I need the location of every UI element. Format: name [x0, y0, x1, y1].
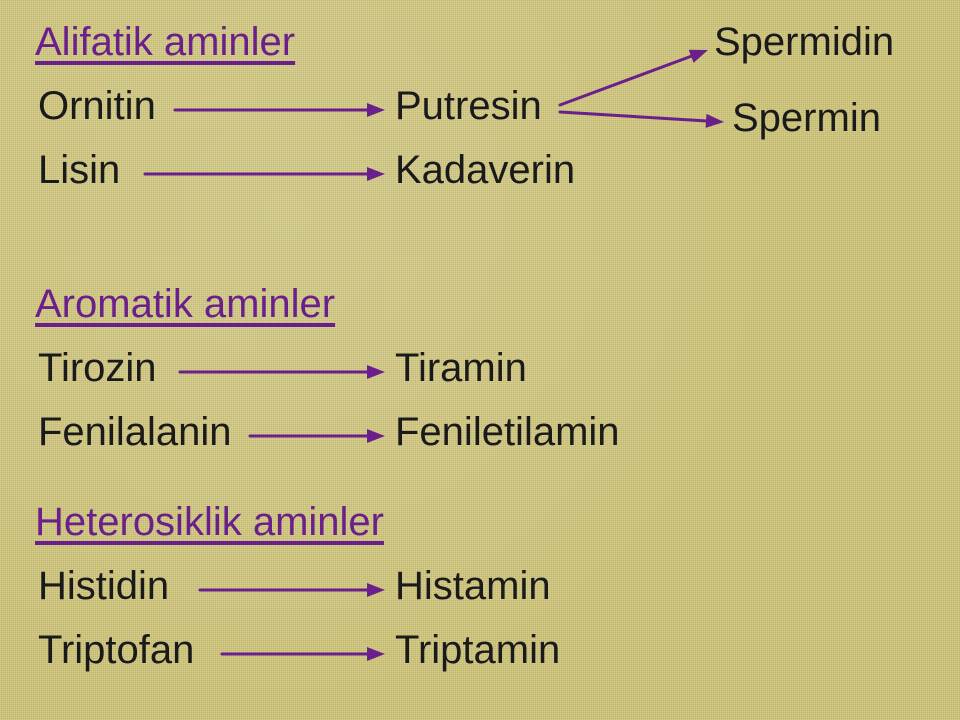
term-histamin: Histamin — [395, 564, 551, 608]
term-lisin: Lisin — [38, 148, 120, 192]
heading-alifatik: Alifatik aminler — [35, 20, 295, 64]
arrow-head-icon — [367, 365, 385, 379]
term-tirozin: Tirozin — [38, 346, 157, 390]
arrow-head-icon — [367, 583, 385, 597]
arrow-head-icon — [706, 114, 724, 128]
term-fenilalanin: Fenilalanin — [38, 410, 231, 454]
term-triptamin: Triptamin — [395, 628, 560, 672]
term-histidin: Histidin — [38, 564, 169, 608]
term-putresin: Putresin — [395, 84, 542, 128]
term-ornitin: Ornitin — [38, 84, 156, 128]
arrow-head-icon — [367, 167, 385, 181]
heading-heterosiklik: Heterosiklik aminler — [35, 500, 384, 544]
term-kadaverin: Kadaverin — [395, 148, 575, 192]
arrow-line — [560, 54, 698, 105]
arrow-head-icon — [367, 103, 385, 117]
term-spermidin: Spermidin — [714, 20, 894, 64]
arrow-head-icon — [367, 429, 385, 443]
canvas: Alifatik aminler Aromatik aminler Hetero… — [0, 0, 960, 720]
term-feniletilamin: Feniletilamin — [395, 410, 620, 454]
term-triptofan: Triptofan — [38, 628, 194, 672]
term-spermin: Spermin — [732, 96, 881, 140]
heading-aromatik: Aromatik aminler — [35, 282, 335, 326]
arrow-line — [560, 112, 713, 121]
arrow-head-icon — [367, 647, 385, 661]
term-tiramin: Tiramin — [395, 346, 527, 390]
arrow-head-icon — [689, 50, 708, 63]
